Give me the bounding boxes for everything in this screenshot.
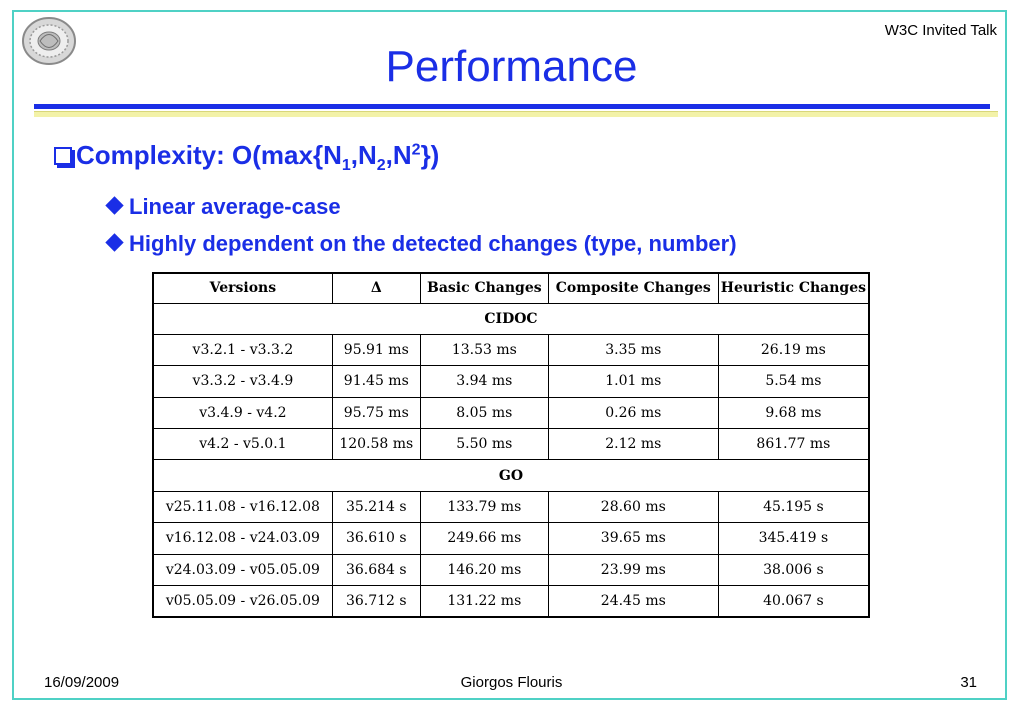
group-row-go: GO <box>152 459 870 492</box>
table-row: v16.12.08 - v24.03.09 36.610 s 249.66 ms… <box>152 522 870 555</box>
slide-frame <box>12 10 1007 700</box>
sub-bullet-2: Highly dependent on the detected changes… <box>104 231 737 257</box>
table-cell: 36.610 s <box>331 522 421 555</box>
table-cell: 1.01 ms <box>547 365 719 398</box>
table-cell: 131.22 ms <box>419 585 549 618</box>
table-cell: 249.66 ms <box>419 522 549 555</box>
table-cell: 861.77 ms <box>717 428 870 461</box>
table-cell: v4.2 - v5.0.1 <box>152 428 333 461</box>
table-cell: 146.20 ms <box>419 553 549 587</box>
table-cell: 36.712 s <box>331 585 421 618</box>
table-cell: 38.006 s <box>717 553 870 587</box>
table-cell: 39.65 ms <box>547 522 719 555</box>
table-cell: 35.214 s <box>331 490 421 524</box>
table-cell: v3.4.9 - v4.2 <box>152 396 333 430</box>
table-cell: 120.58 ms <box>331 428 421 461</box>
table-cell: v05.05.09 - v26.05.09 <box>152 585 333 618</box>
table-cell: v3.3.2 - v3.4.9 <box>152 365 333 398</box>
table-row: v3.4.9 - v4.2 95.75 ms 8.05 ms 0.26 ms 9… <box>152 396 870 430</box>
table-row: v3.3.2 - v3.4.9 91.45 ms 3.94 ms 1.01 ms… <box>152 365 870 398</box>
table-cell: 26.19 ms <box>717 333 870 367</box>
table-cell: 345.419 s <box>717 522 870 555</box>
diamond-bullet-icon <box>105 196 124 215</box>
checkbox-bullet-icon <box>54 147 72 165</box>
table-cell: 5.50 ms <box>419 428 549 461</box>
performance-table: Versions Δ Basic Changes Composite Chang… <box>152 272 870 618</box>
table-row: v24.03.09 - v05.05.09 36.684 s 146.20 ms… <box>152 553 870 587</box>
column-header-heuristic-changes: Heuristic Changes <box>717 272 870 304</box>
page-title: Performance <box>385 42 638 91</box>
table-cell: v25.11.08 - v16.12.08 <box>152 490 333 524</box>
footer-page-number: 31 <box>960 674 977 691</box>
table-cell: 0.26 ms <box>547 396 719 430</box>
sub-bullet-1: Linear average-case <box>104 194 341 220</box>
university-seal-icon <box>22 17 76 65</box>
corner-note: W3C Invited Talk <box>884 22 997 39</box>
table-cell: 3.94 ms <box>419 365 549 398</box>
table-row: v3.2.1 - v3.3.2 95.91 ms 13.53 ms 3.35 m… <box>152 333 870 367</box>
table-cell: 95.91 ms <box>331 333 421 367</box>
table-cell: 36.684 s <box>331 553 421 587</box>
table-row: v4.2 - v5.0.1 120.58 ms 5.50 ms 2.12 ms … <box>152 428 870 461</box>
table-cell: 95.75 ms <box>331 396 421 430</box>
table-cell: v3.2.1 - v3.3.2 <box>152 333 333 367</box>
table-cell: 5.54 ms <box>717 365 870 398</box>
table-cell: 40.067 s <box>717 585 870 618</box>
diamond-bullet-icon <box>105 233 124 252</box>
column-header-basic-changes: Basic Changes <box>419 272 549 304</box>
group-row-cidoc: CIDOC <box>152 302 870 335</box>
table-row: v05.05.09 - v26.05.09 36.712 s 131.22 ms… <box>152 585 870 618</box>
main-bullet-text: Complexity: O(max{N1,N2,N2}) <box>76 140 440 175</box>
sub-bullet-text: Linear average-case <box>129 194 341 219</box>
table-cell: 133.79 ms <box>419 490 549 524</box>
table-cell: 13.53 ms <box>419 333 549 367</box>
table-cell: v16.12.08 - v24.03.09 <box>152 522 333 555</box>
column-header-versions: Versions <box>152 272 333 304</box>
table-cell: 8.05 ms <box>419 396 549 430</box>
title-rule-blue <box>34 104 990 109</box>
main-bullet: Complexity: O(max{N1,N2,N2}) <box>54 140 439 175</box>
table-cell: 45.195 s <box>717 490 870 524</box>
table-cell: 2.12 ms <box>547 428 719 461</box>
table-cell: 28.60 ms <box>547 490 719 524</box>
column-header-composite-changes: Composite Changes <box>547 272 719 304</box>
table-cell: 9.68 ms <box>717 396 870 430</box>
sub-bullet-text: Highly dependent on the detected changes… <box>129 231 737 256</box>
table-cell: 91.45 ms <box>331 365 421 398</box>
table-cell: v24.03.09 - v05.05.09 <box>152 553 333 587</box>
column-header-delta: Δ <box>331 272 421 304</box>
footer-date: 16/09/2009 <box>44 674 120 691</box>
footer-author: Giorgos Flouris <box>460 674 563 691</box>
table-row: v25.11.08 - v16.12.08 35.214 s 133.79 ms… <box>152 490 870 524</box>
table-cell: 23.99 ms <box>547 553 719 587</box>
table-cell: 24.45 ms <box>547 585 719 618</box>
table-cell: 3.35 ms <box>547 333 719 367</box>
title-rule-yellow <box>34 111 998 117</box>
